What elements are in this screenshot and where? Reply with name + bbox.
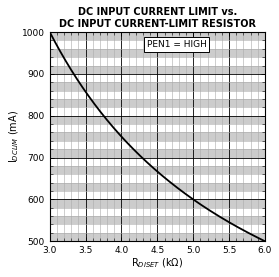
Bar [50,82,265,91]
Bar [50,66,265,74]
Bar [50,199,265,208]
Bar [50,32,265,40]
Bar [50,116,265,124]
Y-axis label: I$_{DCLIM}$ (mA): I$_{DCLIM}$ (mA) [7,110,21,163]
Bar [50,132,265,141]
Bar [50,149,265,158]
Bar [50,99,265,107]
Bar [50,216,265,224]
Text: PEN1 = HIGH: PEN1 = HIGH [146,40,206,49]
Bar [50,166,265,174]
X-axis label: R$_{DISET}$ (kΩ): R$_{DISET}$ (kΩ) [131,257,183,270]
Bar [50,49,265,57]
Bar [50,183,265,191]
Title: DC INPUT CURRENT LIMIT vs.
DC INPUT CURRENT-LIMIT RESISTOR: DC INPUT CURRENT LIMIT vs. DC INPUT CURR… [59,7,256,29]
Bar [50,233,265,241]
